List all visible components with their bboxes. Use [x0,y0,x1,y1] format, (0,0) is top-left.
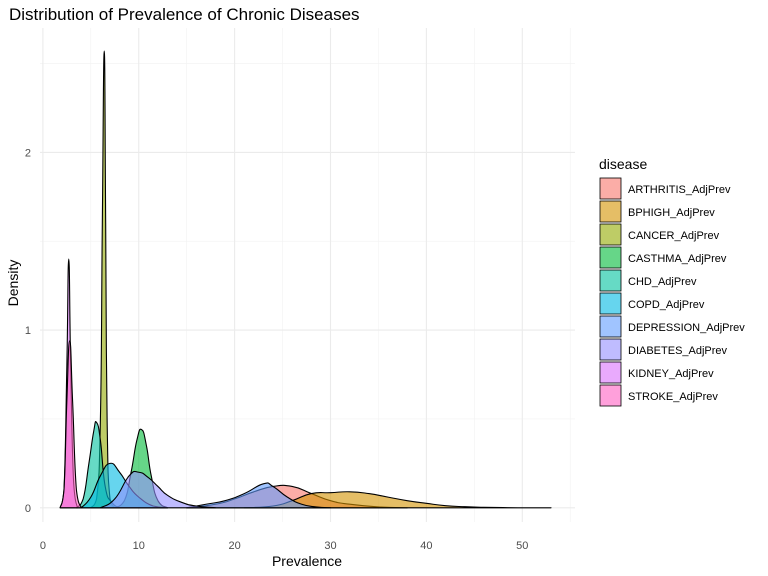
legend-key [599,338,622,361]
x-tick-label: 30 [324,540,336,552]
legend-label: KIDNEY_AdjPrev [628,368,714,380]
legend-label: BPHIGH_AdjPrev [628,207,715,219]
legend-key [599,177,622,200]
y-tick-label: 1 [25,325,31,337]
legend-title: disease [599,156,647,172]
x-axis-title: Prevalence [272,553,342,569]
x-tick-label: 50 [516,540,528,552]
x-tick-label: 0 [40,540,46,552]
legend-key [599,223,622,246]
density-area-diabetes-adjprev [99,470,217,509]
legend-label: DIABETES_AdjPrev [628,345,728,357]
legend-label: CHD_AdjPrev [628,276,697,288]
chart-title: Distribution of Prevalence of Chronic Di… [9,5,360,24]
legend-key [599,269,622,292]
axis-ticks: 0 10 20 30 40 50 0 1 2 [25,147,529,552]
legend-key [599,292,622,315]
legend-label: ARTHRITIS_AdjPrev [628,184,731,196]
plot-panel [40,28,575,522]
x-tick-label: 20 [229,540,241,552]
legend-key [599,200,622,223]
legend-label: DEPRESSION_AdjPrev [628,322,745,334]
density-area-bphigh-adjprev [243,491,552,509]
y-axis-title: Density [5,260,21,307]
legend-label: CASTHMA_AdjPrev [628,253,727,265]
legend-key [599,315,622,338]
legend-key [599,361,622,384]
legend-key [599,384,622,407]
y-tick-label: 0 [25,503,31,515]
legend-key [599,246,622,269]
legend-label: CANCER_AdjPrev [628,230,720,242]
legend: disease ARTHRITIS_AdjPrev BPHIGH_AdjPrev C… [599,156,745,407]
x-tick-label: 10 [133,540,145,552]
x-tick-label: 40 [420,540,432,552]
density-area-stroke-adjprev [59,340,82,509]
density-area-depression-adjprev [186,482,332,509]
y-tick-label: 2 [25,147,31,159]
legend-label: COPD_AdjPrev [628,299,705,311]
legend-label: STROKE_AdjPrev [628,391,718,403]
